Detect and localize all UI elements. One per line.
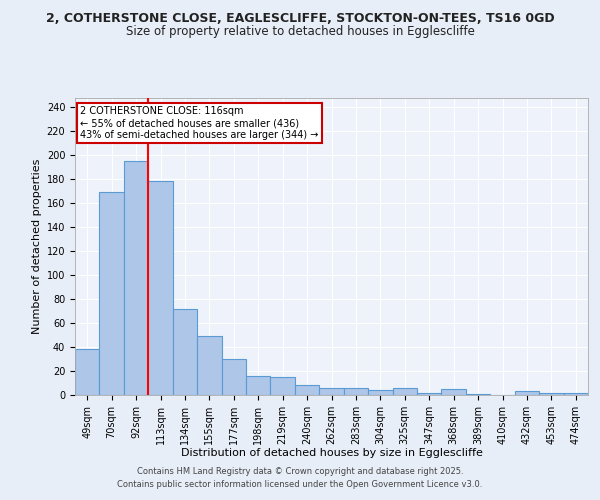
- Bar: [442, 389, 466, 395]
- Bar: [148, 182, 173, 395]
- Text: 2 COTHERSTONE CLOSE: 116sqm
← 55% of detached houses are smaller (436)
43% of se: 2 COTHERSTONE CLOSE: 116sqm ← 55% of det…: [80, 106, 319, 140]
- Bar: [124, 161, 148, 395]
- Bar: [319, 388, 344, 395]
- Bar: [75, 350, 100, 395]
- Bar: [100, 192, 124, 395]
- Bar: [173, 308, 197, 395]
- Bar: [563, 392, 588, 395]
- Bar: [417, 392, 442, 395]
- Bar: [246, 376, 271, 395]
- Bar: [392, 388, 417, 395]
- Y-axis label: Number of detached properties: Number of detached properties: [32, 158, 43, 334]
- Text: Contains public sector information licensed under the Open Government Licence v3: Contains public sector information licen…: [118, 480, 482, 489]
- Bar: [344, 388, 368, 395]
- Text: Contains HM Land Registry data © Crown copyright and database right 2025.: Contains HM Land Registry data © Crown c…: [137, 467, 463, 476]
- Bar: [368, 390, 392, 395]
- Bar: [515, 392, 539, 395]
- Text: Size of property relative to detached houses in Egglescliffe: Size of property relative to detached ho…: [125, 25, 475, 38]
- X-axis label: Distribution of detached houses by size in Egglescliffe: Distribution of detached houses by size …: [181, 448, 482, 458]
- Bar: [295, 386, 319, 395]
- Bar: [271, 377, 295, 395]
- Bar: [221, 359, 246, 395]
- Bar: [466, 394, 490, 395]
- Bar: [539, 392, 563, 395]
- Bar: [197, 336, 221, 395]
- Text: 2, COTHERSTONE CLOSE, EAGLESCLIFFE, STOCKTON-ON-TEES, TS16 0GD: 2, COTHERSTONE CLOSE, EAGLESCLIFFE, STOC…: [46, 12, 554, 26]
